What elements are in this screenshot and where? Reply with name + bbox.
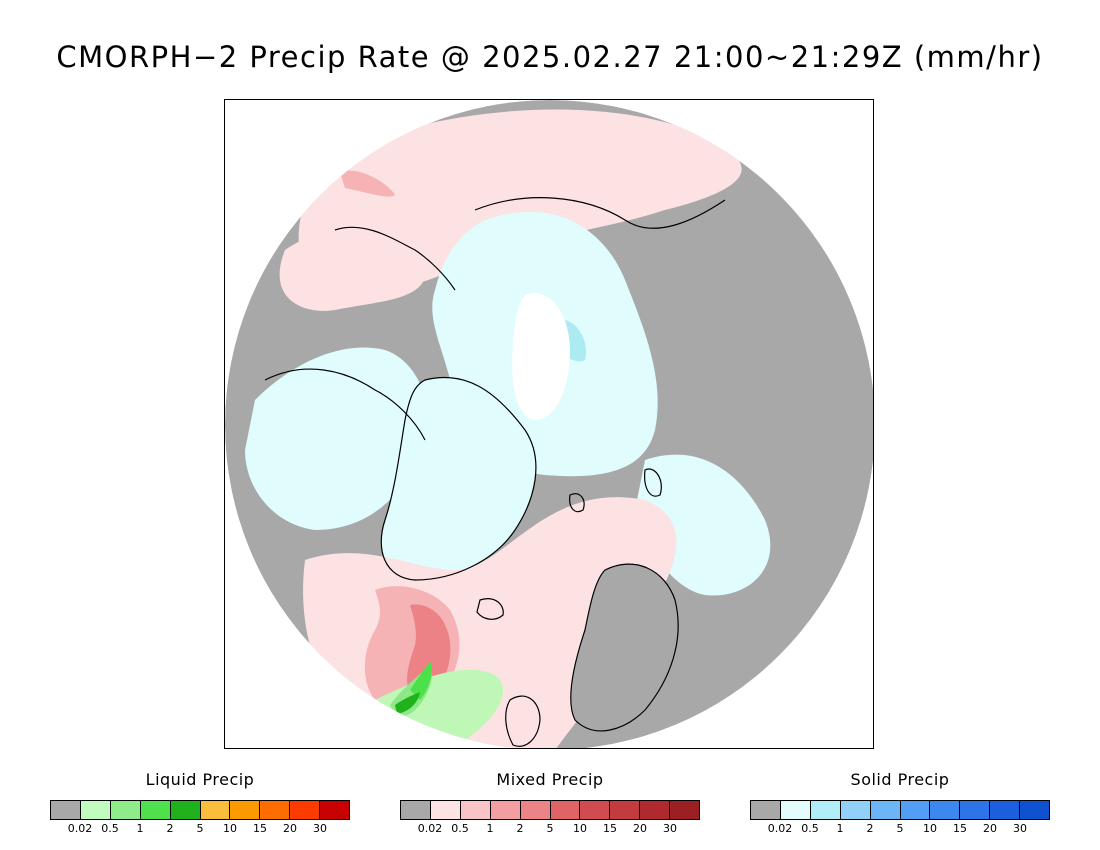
legend-swatch bbox=[810, 801, 841, 819]
legend-swatch bbox=[80, 801, 111, 819]
legend-swatch bbox=[520, 801, 551, 819]
legend-title: Liquid Precip bbox=[145, 770, 255, 789]
legend-tick-label: 20 bbox=[983, 822, 997, 835]
coast-greenland bbox=[380, 376, 537, 581]
legend-ticks: 0.02 0.5 1 2 5 10 15 20 30 bbox=[400, 822, 700, 838]
legend-bar bbox=[400, 800, 700, 820]
no-precip-north-pole bbox=[512, 293, 570, 420]
legend-swatch bbox=[260, 801, 291, 819]
solid-precip-canada bbox=[245, 347, 428, 530]
legend-swatch bbox=[401, 801, 431, 819]
coast-scandinavia bbox=[570, 563, 679, 732]
legend-tick-label: 0.5 bbox=[101, 822, 119, 835]
coast-britain bbox=[505, 695, 541, 747]
legend-swatch bbox=[320, 801, 350, 819]
legend-title: Mixed Precip bbox=[496, 770, 604, 789]
coastlines bbox=[264, 197, 726, 747]
legend-swatch bbox=[840, 801, 871, 819]
legend-tick-label: 0.02 bbox=[767, 822, 793, 835]
legend-swatch bbox=[960, 801, 991, 819]
coast-siberia bbox=[474, 197, 726, 229]
legend-swatch bbox=[751, 801, 781, 819]
legend-tick-label: 10 bbox=[923, 822, 937, 835]
legend-tick-label: 30 bbox=[313, 822, 327, 835]
legend-tick-label: 1 bbox=[136, 822, 144, 835]
legend-swatch bbox=[490, 801, 521, 819]
legend-swatch bbox=[550, 801, 581, 819]
scandinavia bbox=[570, 564, 679, 731]
legend-tick-label: 20 bbox=[633, 822, 647, 835]
legend-tick-label: 2 bbox=[866, 822, 874, 835]
liquid-precip-band-core bbox=[410, 662, 432, 700]
legend-swatch bbox=[870, 801, 901, 819]
coast-svalbard bbox=[569, 493, 585, 513]
legend-swatch bbox=[580, 801, 611, 819]
coast-novaya-zemlya bbox=[644, 468, 662, 497]
legend-swatch bbox=[990, 801, 1021, 819]
legend-swatch bbox=[51, 801, 81, 819]
legend-mixed: Mixed Precip 0.02 0.5 1 2 5 10 15 20 30 bbox=[400, 770, 700, 838]
polar-map bbox=[224, 99, 874, 749]
legend-tick-label: 15 bbox=[953, 822, 967, 835]
legend-swatch bbox=[900, 801, 931, 819]
legend-title: Solid Precip bbox=[850, 770, 950, 789]
legend-swatch bbox=[290, 801, 321, 819]
coast-canada bbox=[264, 368, 426, 441]
coast-iceland bbox=[476, 598, 504, 620]
legend-ticks: 0.02 0.5 1 2 5 10 15 20 30 bbox=[50, 822, 350, 838]
legend-swatch bbox=[930, 801, 961, 819]
legend-ticks: 0.02 0.5 1 2 5 10 15 20 30 bbox=[750, 822, 1050, 838]
map-canvas bbox=[225, 100, 873, 748]
mixed-precip-bering bbox=[279, 224, 427, 311]
legend-tick-label: 30 bbox=[663, 822, 677, 835]
legend-swatch bbox=[230, 801, 261, 819]
legend-solid: Solid Precip 0.02 0.5 1 2 5 10 15 20 30 bbox=[750, 770, 1050, 838]
legend-tick-label: 15 bbox=[603, 822, 617, 835]
legend-tick-label: 5 bbox=[896, 822, 904, 835]
legend-tick-label: 15 bbox=[253, 822, 267, 835]
legend-swatch bbox=[200, 801, 231, 819]
mixed-precip-cyclone-core bbox=[407, 604, 451, 697]
legend-tick-label: 5 bbox=[196, 822, 204, 835]
legend-swatch bbox=[110, 801, 141, 819]
legend-tick-label: 0.02 bbox=[417, 822, 443, 835]
map-title: CMORPH−2 Precip Rate @ 2025.02.27 21:00~… bbox=[56, 40, 1044, 74]
legend-tick-label: 0.5 bbox=[451, 822, 469, 835]
legend-tick-label: 1 bbox=[486, 822, 494, 835]
legend-swatch bbox=[780, 801, 811, 819]
legend-tick-label: 20 bbox=[283, 822, 297, 835]
legend-swatch bbox=[610, 801, 641, 819]
legend-tick-label: 0.5 bbox=[801, 822, 819, 835]
legend-swatch bbox=[640, 801, 671, 819]
legend-swatch bbox=[1020, 801, 1050, 819]
legend-swatch bbox=[670, 801, 700, 819]
legend-tick-label: 0.02 bbox=[67, 822, 93, 835]
legend-liquid: Liquid Precip 0.02 0.5 1 2 5 10 15 20 30 bbox=[50, 770, 350, 838]
legend-tick-label: 10 bbox=[223, 822, 237, 835]
greenland bbox=[381, 377, 536, 580]
legend-tick-label: 5 bbox=[546, 822, 554, 835]
legend-bar bbox=[50, 800, 350, 820]
mixed-precip-pacific-band bbox=[340, 170, 395, 197]
legend-bar bbox=[750, 800, 1050, 820]
legend-tick-label: 30 bbox=[1013, 822, 1027, 835]
legend-swatch bbox=[430, 801, 461, 819]
liquid-precip-band-max bbox=[395, 692, 420, 714]
legend-tick-label: 2 bbox=[166, 822, 174, 835]
legend-swatch bbox=[170, 801, 201, 819]
coast-alaska bbox=[334, 226, 456, 291]
legend-swatch bbox=[460, 801, 491, 819]
legend-tick-label: 2 bbox=[516, 822, 524, 835]
legend-swatch bbox=[140, 801, 171, 819]
legend-tick-label: 10 bbox=[573, 822, 587, 835]
legend-tick-label: 1 bbox=[836, 822, 844, 835]
